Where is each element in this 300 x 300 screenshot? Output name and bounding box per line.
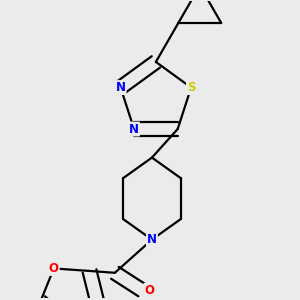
Text: S: S bbox=[187, 81, 195, 94]
Text: O: O bbox=[49, 262, 59, 275]
Text: N: N bbox=[116, 81, 126, 94]
Text: N: N bbox=[129, 122, 139, 136]
Text: N: N bbox=[147, 233, 157, 246]
Text: O: O bbox=[144, 284, 154, 297]
